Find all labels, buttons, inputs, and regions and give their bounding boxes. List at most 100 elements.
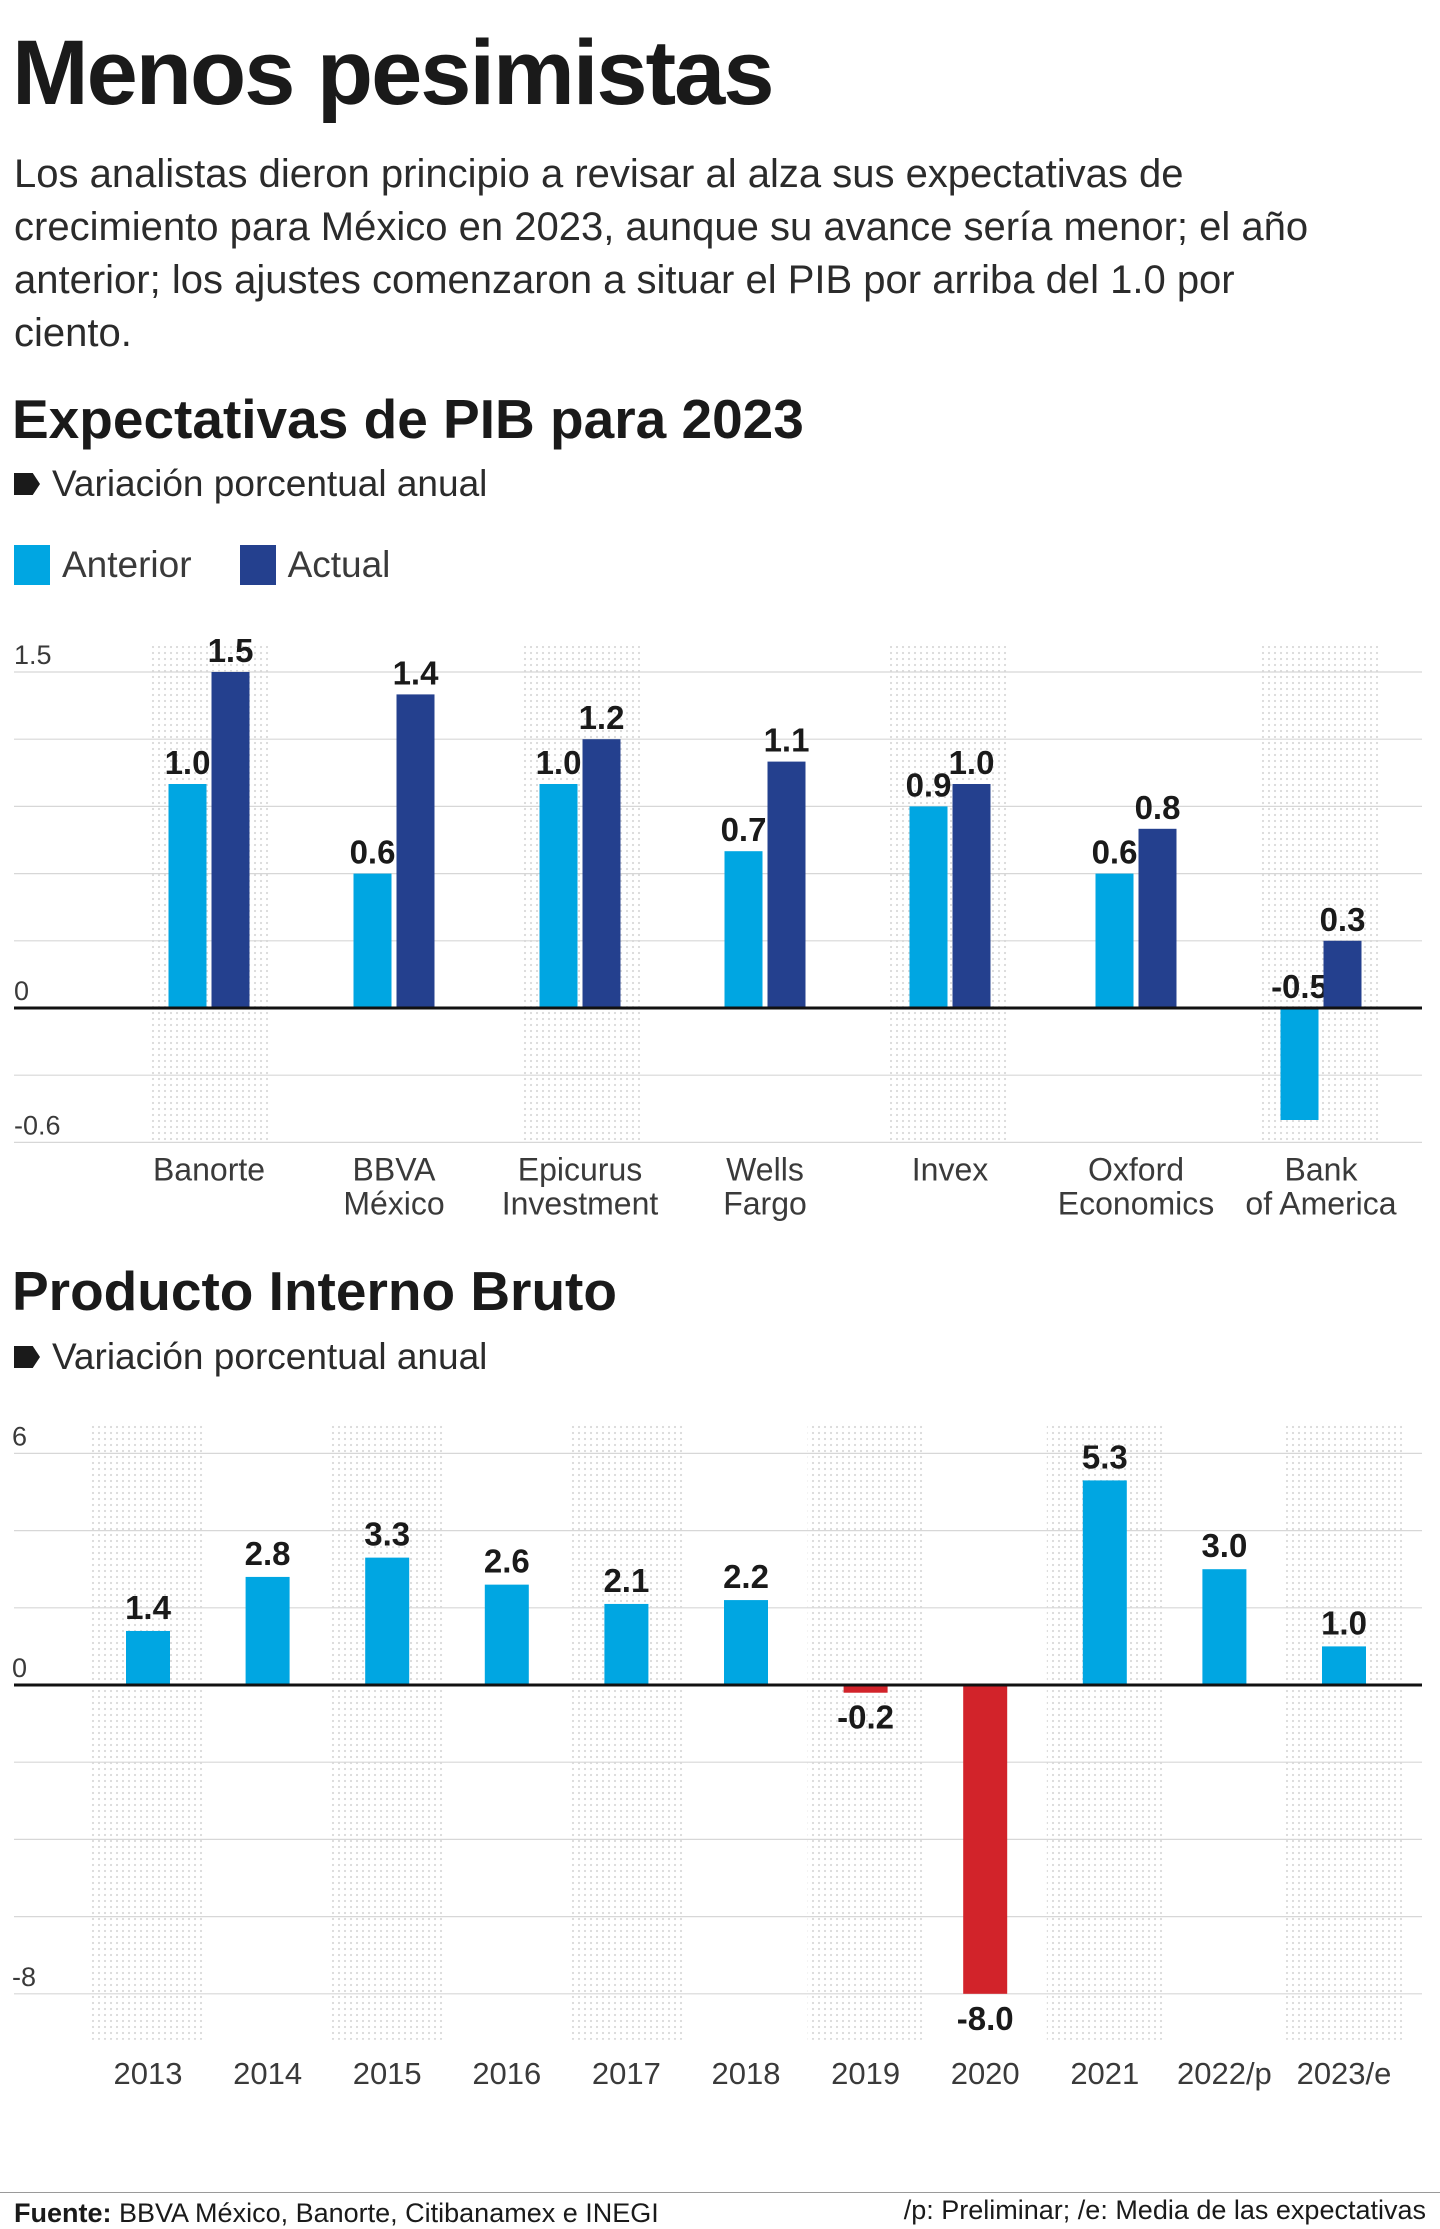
bar-pib [604,1603,649,1685]
x-category-label: 2014 [233,2056,302,2091]
x-category-line: México [343,1185,444,1221]
bar-pib [1202,1569,1247,1685]
section1-subtitle-text: Variación porcentual anual [52,463,488,504]
chart-producto-interno-bruto: 6 0 -8 1.4 2013 2.8 2014 3.3 2015 2.6 2016 2.1 2017 2… [12,1421,1422,2091]
footnote: /p: Preliminar; /e: Media de las expecta… [903,2195,1426,2225]
bar-pib [963,1685,1008,1994]
x-category-line: BBVA [353,1151,437,1187]
column-background [568,1423,685,2040]
data-label: 1.4 [393,654,440,691]
x-category-label: Epicurus Investment [502,1151,659,1221]
x-category-label: 2015 [353,2056,422,2091]
bar-actual [767,761,806,1008]
y-tick-label: -0.6 [14,1110,61,1140]
data-label: 3.0 [1201,1527,1247,1564]
bar-anterior [909,806,948,1008]
legend-item-actual: Actual [239,544,391,586]
data-label: 1.0 [165,744,211,781]
bar-anterior [168,784,207,1008]
data-label: 2.2 [723,1558,769,1595]
chart1-legend: Anterior Actual [14,544,438,586]
x-category-label: 2016 [472,2056,541,2091]
x-category-line: of America [1245,1185,1396,1221]
bar-anterior [539,784,578,1008]
section2-heading: Producto Interno Bruto [12,1260,617,1322]
source-text: Fuente: BBVA México, Banorte, Citibaname… [14,2198,659,2229]
bar-actual [952,784,991,1008]
x-category-line: Wells [726,1151,804,1187]
page-title: Menos pesimistas [12,22,775,124]
data-label: 1.5 [208,632,254,669]
x-category-label: Oxford Economics [1058,1151,1215,1221]
data-label: 1.0 [949,744,995,781]
x-category-line: Economics [1058,1185,1215,1221]
x-category-line: Banorte [153,1151,265,1187]
column-background [329,1423,446,2040]
legend-label-anterior: Anterior [62,544,192,585]
data-label: -8.0 [957,2000,1014,2037]
x-category-label: 2021 [1070,2056,1139,2091]
column-background [890,646,1010,1143]
data-label: -0.2 [837,1699,894,1736]
bar-pib [724,1600,768,1685]
x-category-label: Banorte [153,1151,265,1187]
source-list: BBVA México, Banorte, Citibanamex e INEG… [119,2198,659,2228]
data-label: 2.1 [603,1562,649,1599]
x-category-label: BBVA México [343,1151,444,1221]
x-category-label: 2022/p [1177,2056,1272,2091]
legend-label-actual: Actual [287,544,391,585]
bar-pib [1322,1646,1366,1685]
x-category-label: 2018 [712,2056,781,2091]
x-category-label: 2013 [114,2056,183,2091]
column-background [807,1423,924,2040]
data-label: 0.6 [1092,834,1138,871]
bar-actual [396,694,435,1008]
y-tick-label: 0 [14,976,29,1006]
legend-item-anterior: Anterior [14,544,192,586]
y-tick-label: 6 [12,1421,27,1451]
x-category-line: Epicurus [518,1151,643,1187]
lead-paragraph: Los analistas dieron principio a revisar… [14,152,1309,355]
bar-actual [582,739,621,1008]
bar-actual [1323,940,1362,1008]
data-label: 2.6 [484,1543,530,1580]
data-label: 1.1 [764,722,810,759]
column-background [1286,1423,1402,2040]
section2-subtitle: Variación porcentual anual [14,1335,487,1379]
x-category-label: Bank of America [1245,1151,1396,1221]
x-category-line: Investment [502,1185,659,1221]
data-label: 5.3 [1082,1438,1128,1475]
bar-pib [1082,1480,1127,1685]
bar-anterior [1280,1008,1319,1120]
data-label: 0.9 [906,766,952,803]
bar-actual [1138,828,1177,1008]
bar-pib [484,1584,529,1685]
data-label: 0.3 [1320,901,1366,938]
y-tick-label: 1.5 [14,640,52,670]
y-tick-label: 0 [12,1653,27,1683]
legend-swatch-actual [239,545,276,585]
legend-swatch-anterior [14,545,50,585]
bar-pib [843,1685,888,1693]
data-label: 0.6 [350,834,396,871]
chart-expectativas-pib: 1.5 0 -0.6 1.0 0.6 1.0 0.7 0.9 0.6 -0.5 1.5 1.4 1.2 1… [14,632,1422,1221]
bar-anterior [724,851,763,1008]
bar-anterior [1095,873,1134,1008]
x-category-label: 2019 [831,2056,900,2091]
x-category-line: Invex [912,1151,988,1187]
tag-marker-icon [14,1346,40,1368]
bar-actual [211,672,250,1008]
data-label: 1.0 [1321,1604,1367,1641]
bar-pib [245,1576,290,1685]
x-category-line: Oxford [1088,1151,1184,1187]
bar-pib [126,1630,170,1685]
x-category-label: Wells Fargo [723,1151,807,1221]
column-background [149,646,269,1143]
column-background [1261,646,1381,1143]
data-label: -0.5 [1271,968,1328,1005]
tag-marker-icon [14,473,40,495]
y-tick-label: -8 [12,1962,36,1992]
data-label: 2.8 [245,1535,291,1572]
section1-subtitle: Variación porcentual anual [14,462,487,506]
column-background [90,1423,206,2040]
